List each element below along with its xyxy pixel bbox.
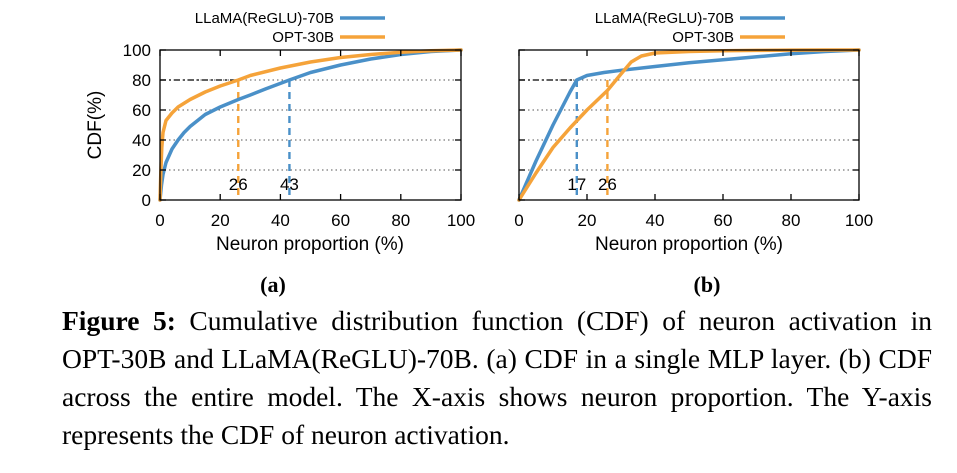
y-axis-label: CDF(%) (85, 91, 106, 160)
plot-frame (518, 49, 860, 201)
series-line-opt (158, 48, 463, 202)
x-tick-label: 40 (271, 211, 290, 230)
x-tick-label: 0 (155, 211, 164, 230)
chart-panel-b: 17 26 0 20 40 60 80 100 Neuron proportion (%) LLa… (514, 10, 873, 297)
legend-label: LLaMA(ReGLU)-70B (595, 10, 734, 27)
caption-label: Figure 5: (62, 305, 176, 336)
x-axis-label: Neuron proportion (%) (595, 234, 783, 255)
legend-label: OPT-30B (672, 29, 734, 46)
panel-label: (b) (694, 272, 721, 297)
annotation-label: 17 (567, 175, 586, 194)
x-tick-label: 20 (578, 211, 597, 230)
figure: 26 43 0 20 40 60 80 100 0 20 40 60 80 100 Neuron propo… (85, 10, 873, 297)
annotation-label: 26 (598, 175, 617, 194)
legend-label: LLaMA(ReGLU)-70B (195, 10, 334, 27)
x-tick-label: 80 (782, 211, 801, 230)
x-tick-label: 0 (514, 211, 523, 230)
y-tick-label: 80 (132, 71, 151, 90)
x-tick-label: 60 (714, 211, 733, 230)
annotation-label: 43 (280, 175, 299, 194)
y-tick-label: 0 (142, 191, 151, 210)
x-tick-label: 100 (447, 211, 475, 230)
y-tick-label: 60 (132, 101, 151, 120)
figure-caption: Figure 5: Cumulative distribution functi… (62, 302, 932, 454)
series-line-llama (158, 48, 463, 202)
x-tick-label: 100 (845, 211, 873, 230)
panel-label: (a) (260, 272, 286, 297)
series-line-llama (517, 48, 861, 202)
caption-text: Cumulative distribution function (CDF) o… (62, 305, 932, 450)
y-tick-label: 100 (123, 41, 151, 60)
x-tick-label: 80 (391, 211, 410, 230)
x-tick-label: 60 (331, 211, 350, 230)
chart-panel-a: 26 43 0 20 40 60 80 100 0 20 40 60 80 100 Neuron propo… (85, 10, 475, 297)
annotation-label: 26 (229, 175, 248, 194)
x-tick-label: 20 (211, 211, 230, 230)
x-tick-label: 40 (646, 211, 665, 230)
legend-label: OPT-30B (272, 29, 334, 46)
y-tick-label: 20 (132, 161, 151, 180)
x-axis-label: Neuron proportion (%) (216, 234, 404, 255)
y-tick-label: 40 (132, 131, 151, 150)
plot-frame (159, 49, 462, 201)
